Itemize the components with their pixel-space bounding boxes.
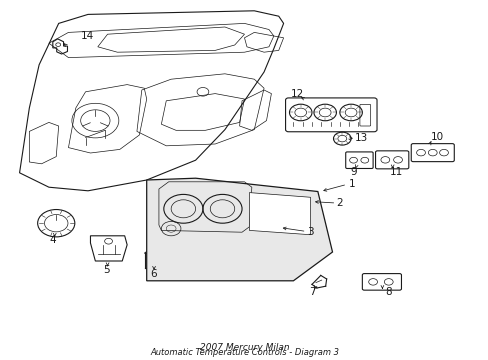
Text: 5: 5 [103,265,110,275]
Text: 9: 9 [349,167,356,177]
Text: 1: 1 [348,179,355,189]
Text: 4: 4 [49,235,56,245]
Text: 2007 Mercury Milan: 2007 Mercury Milan [199,343,289,352]
Text: 14: 14 [80,31,94,41]
Text: 7: 7 [308,287,315,297]
Polygon shape [249,193,310,235]
Text: 3: 3 [306,227,313,237]
Text: 6: 6 [150,269,157,279]
Text: 13: 13 [354,132,368,143]
Text: 12: 12 [290,89,304,99]
Text: Automatic Temperature Controls - Diagram 3: Automatic Temperature Controls - Diagram… [150,348,338,357]
Text: 8: 8 [385,287,391,297]
Polygon shape [146,178,332,281]
Text: 2: 2 [336,198,343,208]
Text: 10: 10 [430,132,443,142]
Text: 11: 11 [388,167,402,177]
